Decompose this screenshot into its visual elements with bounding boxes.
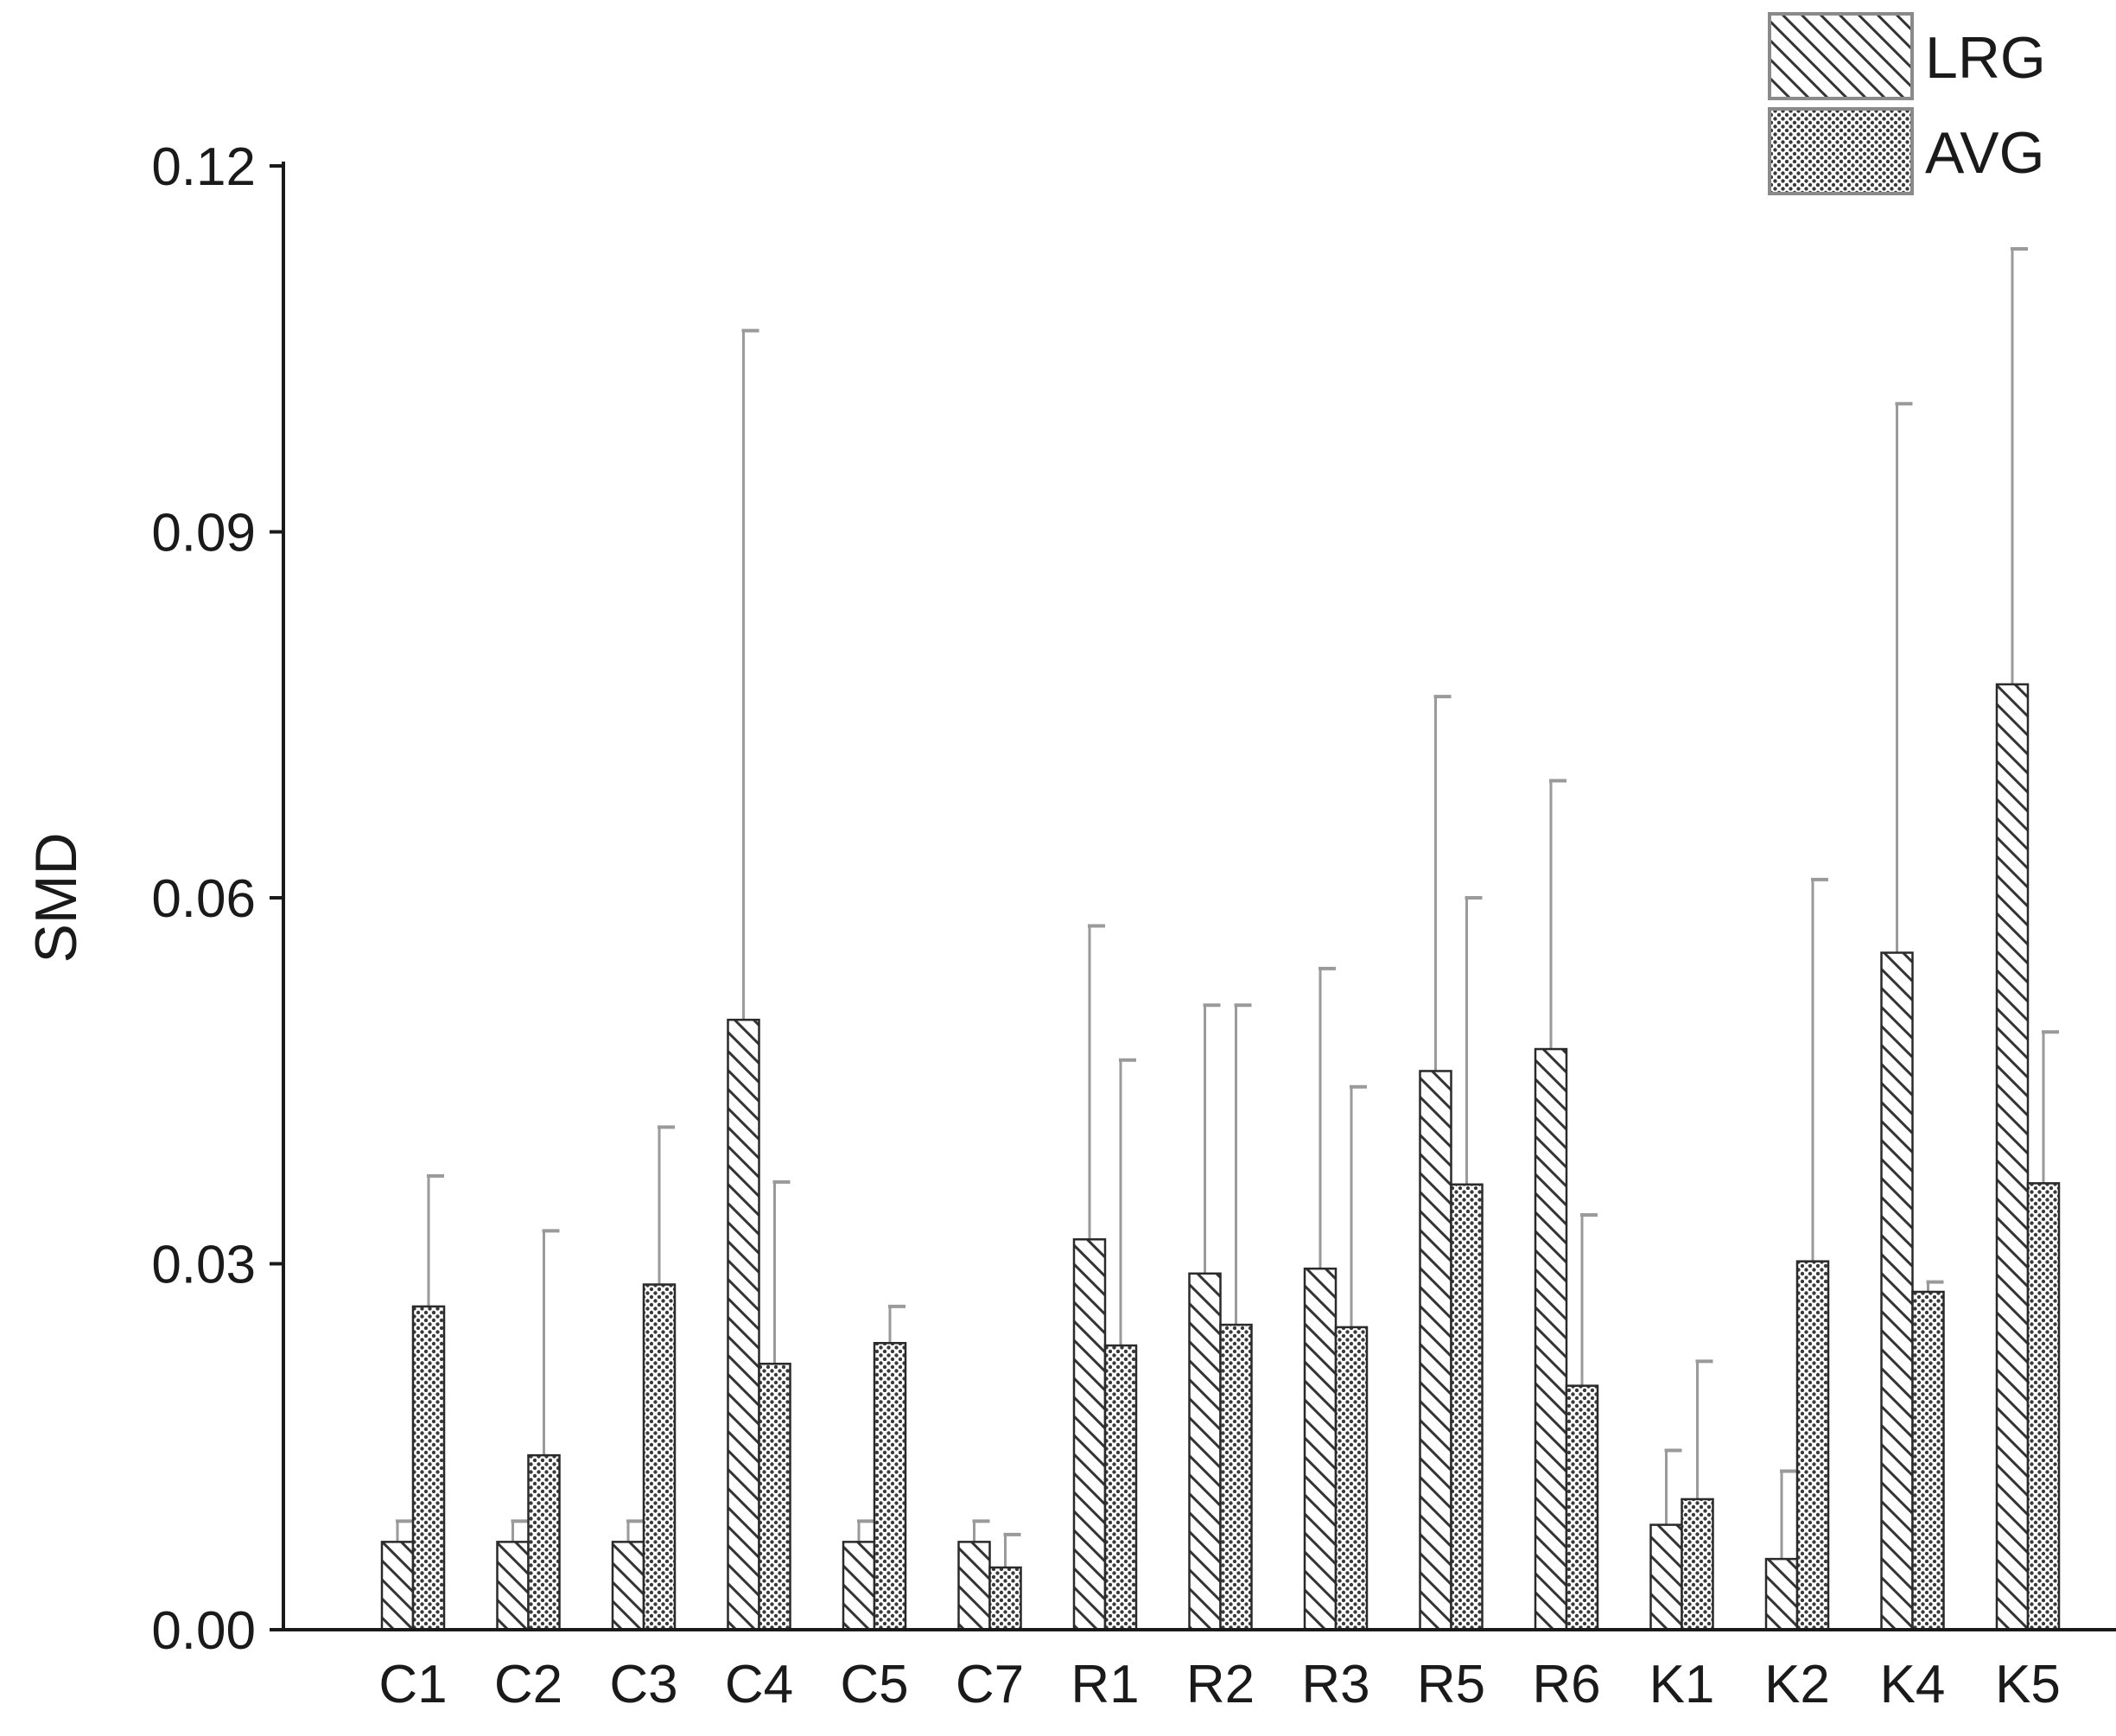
- bar-LRG-C1: [380, 1541, 415, 1631]
- bar-LRG-R5: [1419, 1070, 1452, 1631]
- x-tick-label: C2: [494, 1655, 562, 1714]
- x-tick-label: R2: [1186, 1655, 1255, 1714]
- bar-LRG-C5: [842, 1541, 876, 1631]
- bar-AVG-R1: [1103, 1344, 1138, 1631]
- x-tick-label: C4: [725, 1655, 793, 1714]
- bar-AVG-R5: [1450, 1183, 1484, 1631]
- y-axis-title: SMD: [23, 832, 89, 963]
- x-tick-label: C7: [956, 1655, 1024, 1714]
- y-tick-label: 0.06: [151, 869, 256, 929]
- x-tick-label: C5: [840, 1655, 908, 1714]
- x-tick-label: R3: [1301, 1655, 1369, 1714]
- bar-AVG-R3: [1334, 1326, 1369, 1631]
- bar-AVG-C7: [988, 1566, 1022, 1631]
- x-tick-label: R1: [1071, 1655, 1139, 1714]
- bar-LRG-R1: [1072, 1238, 1107, 1631]
- axis-layer: [270, 162, 2116, 1631]
- bar-LRG-K1: [1649, 1523, 1683, 1631]
- bar-LRG-K4: [1880, 951, 1914, 1631]
- bar-LRG-C4: [727, 1018, 760, 1631]
- bar-LRG-K5: [1995, 683, 2030, 1631]
- error-bar-layer: [396, 246, 2059, 1568]
- bar-AVG-K5: [2026, 1182, 2061, 1631]
- y-tick-label: 0.09: [151, 504, 256, 563]
- legend: LRG AVG: [1768, 12, 2046, 195]
- x-tick-label: C1: [378, 1655, 447, 1714]
- x-tick-label: R5: [1417, 1655, 1485, 1714]
- bar-AVG-K1: [1681, 1498, 1714, 1631]
- bar-LRG-C3: [611, 1541, 645, 1631]
- bar-AVG-K4: [1911, 1290, 1945, 1631]
- x-tick-label: C3: [609, 1655, 677, 1714]
- legend-label-AVG: AVG: [1925, 120, 2045, 186]
- bar-LRG-C7: [957, 1541, 991, 1631]
- bar-LRG-C2: [496, 1541, 530, 1631]
- x-tick-label: K2: [1764, 1655, 1830, 1714]
- x-tick-label: K5: [1995, 1655, 2061, 1714]
- bar-AVG-K2: [1795, 1260, 1830, 1631]
- legend-swatch-LRG: [1768, 12, 1914, 100]
- bar-LRG-R6: [1534, 1047, 1568, 1631]
- legend-swatch-AVG: [1768, 107, 1914, 195]
- bar-AVG-C1: [411, 1305, 446, 1631]
- bar-AVG-R6: [1565, 1384, 1599, 1631]
- bar-LRG-R3: [1303, 1267, 1338, 1631]
- y-tick-label: 0.03: [151, 1236, 256, 1295]
- x-tick-label: R6: [1532, 1655, 1600, 1714]
- bar-AVG-C5: [873, 1342, 907, 1631]
- label-layer: C1 C2 C3 C4 C5 C7 R1 R2 R3 R5 R6 K1 K2 K4 K5 0.00 0.03 0.…: [23, 137, 2061, 1714]
- bar-AVG-C4: [758, 1363, 791, 1631]
- bar-LRG-R2: [1188, 1272, 1222, 1631]
- bar-AVG-C2: [527, 1453, 561, 1631]
- bar-LRG-K2: [1764, 1557, 1799, 1631]
- x-tick-label: K4: [1880, 1655, 1946, 1714]
- bar-layer: [380, 683, 2061, 1631]
- legend-label-LRG: LRG: [1925, 25, 2046, 91]
- y-tick-label: 0.00: [151, 1601, 256, 1661]
- x-tick-label: K1: [1649, 1655, 1715, 1714]
- bar-AVG-R2: [1219, 1323, 1253, 1631]
- bar-AVG-C3: [642, 1283, 677, 1631]
- y-tick-label: 0.12: [151, 137, 256, 197]
